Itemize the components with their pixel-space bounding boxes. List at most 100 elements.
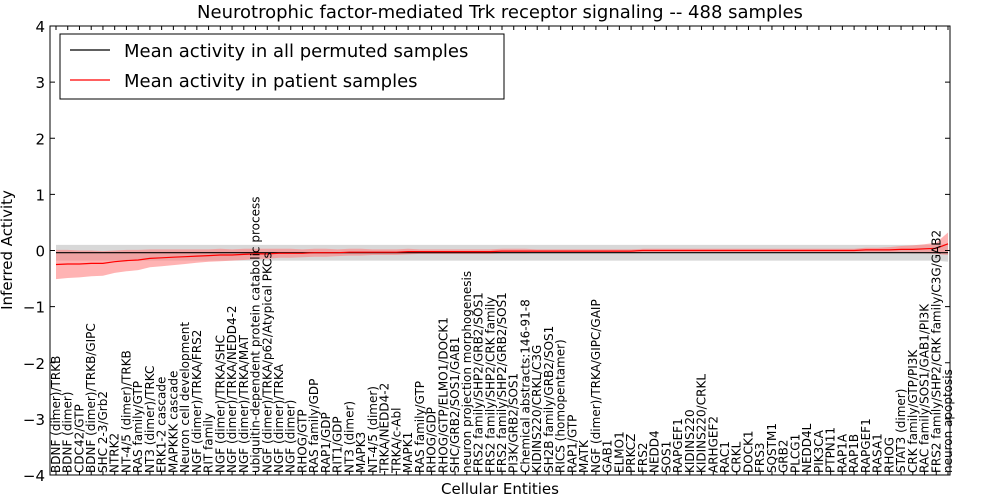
y-tick-label: 4 (35, 18, 45, 36)
x-tick-label: FRS3 (753, 443, 767, 474)
y-tick-label: −2 (23, 355, 45, 373)
chart-title: Neurotrophic factor-mediated Trk recepto… (197, 2, 803, 23)
x-tick-label: SQSTM1 (765, 423, 779, 473)
x-tick-label: RAP1B (847, 434, 861, 473)
x-tick-label: GAB1 (601, 440, 615, 473)
y-tick-label: 3 (35, 74, 45, 92)
x-tick-label: RAC family/SOS1/GAB1/PI3K (918, 303, 932, 473)
x-tick-label: RAP1A (835, 433, 849, 473)
legend-box (59, 33, 505, 100)
x-tick-label: CDC42/GTP (73, 404, 87, 473)
x-axis-label: Cellular Entities (441, 480, 559, 498)
x-tick-label: RHOG/GTP (296, 409, 310, 473)
x-tick-label: neuron apoptosis (941, 369, 955, 473)
x-tick-label: NT-4/5 (dimer) (366, 386, 380, 473)
x-tick-label: MAPKKK cascade (166, 371, 180, 473)
x-tick-label: NGF (dimer)/TRKA/p62/Atypical PKCs (260, 252, 274, 473)
x-tick-label: NTRK2 (108, 433, 122, 473)
y-tick-label: −3 (23, 411, 45, 429)
x-tick-label: NT-4/5 (dimer)/TRKB (119, 350, 133, 473)
x-tick-label: DOCK1 (742, 430, 756, 473)
x-tick-label: FRS2 family/SHP2/GRB2/SOS1 (495, 292, 509, 473)
x-tick-label: RAS family/GTP (413, 381, 427, 473)
x-tick-label: NGF (dimer)/TRKA/SHC (213, 335, 227, 473)
x-tick-label: CRK family/GTP/PI3K (906, 349, 920, 473)
x-tick-label: FRS2 family/SHP2/GRB2/SOS1 (472, 292, 486, 473)
x-tick-label: MAPK3 (354, 432, 368, 473)
y-axis-label: Inferred Activity (0, 190, 16, 310)
x-tick-label: NEDD4 (648, 430, 662, 473)
x-tick-label: KIDINS220 (683, 409, 697, 473)
x-tick-label: NGF (dimer)/TRKA/GIPC/GAIP (589, 299, 603, 473)
x-tick-label: RAPGEF1 (859, 418, 873, 473)
x-tick-label: SHC/GRB2/SOS1/GAB1 (448, 337, 462, 473)
x-tick-label: FRS2 (636, 443, 650, 474)
x-tick-label: KIDINS220/CRKL (695, 374, 709, 473)
y-tick-label: 2 (35, 130, 45, 148)
x-tick-label: BDNF (dimer)/TRKB (49, 356, 63, 473)
x-tick-label: PLCG1 (788, 434, 802, 473)
x-tick-label: RHOG (882, 437, 896, 473)
x-tick-label: NGF (dimer)/TRKA (272, 363, 286, 473)
x-tick-label: PTPN11 (824, 427, 838, 473)
x-tick-label: TRKA/c-Abl (389, 408, 403, 474)
x-tick-label: RIT1/GDP (331, 416, 345, 473)
x-tick-label: FRS2 family/SHP2/CRK family/C3G/GAB2 (929, 230, 943, 473)
x-tick-label: SOS1 (659, 441, 673, 473)
x-tick-label: SH2B family/GRB2/SOS1 (542, 326, 556, 473)
y-tick-label: −1 (23, 299, 45, 317)
x-tick-label: NGF (dimer) (284, 400, 298, 473)
x-tick-label: NGF (dimer)/TRKA/MAT (237, 334, 251, 473)
y-axis: −4 −3 −2 −1 0 1 2 3 4 (23, 18, 950, 485)
x-tick-label: MATK (577, 439, 591, 473)
legend: Mean activity in all permuted samples Me… (59, 33, 505, 100)
x-tick-label: CRKL (730, 441, 744, 473)
x-tick-label: RICS (homopentamer) (554, 339, 568, 473)
x-tick-label: NT3 (dimer)/TRKC (143, 366, 157, 473)
x-tick-label: RHOG/GTP/ELMO1/DOCK1 (436, 317, 450, 473)
x-tick-label: RAP1/GTP (565, 415, 579, 473)
x-tick-label: BDNF (dimer) (61, 392, 75, 474)
x-tick-label: ARHGEF2 (706, 416, 720, 473)
x-tick-label: RASA1 (871, 433, 885, 473)
x-tick-label: PIK3CA (812, 429, 826, 473)
plot-frame (49, 25, 951, 476)
y-tick-label: 1 (35, 186, 45, 204)
x-tick-label: STAT3 (dimer) (894, 389, 908, 473)
x-tick-label: TRKA/NEDD4-2 (378, 383, 392, 474)
x-tick-label: Neuron cell development (178, 322, 192, 473)
x-tick-label: Chemical abstracts:146-91-8 (519, 299, 533, 473)
legend-patient-label: Mean activity in patient samples (124, 71, 418, 92)
bands (56, 232, 948, 280)
x-tick-label: BDNF (dimer)/TRKB/GIPC (84, 323, 98, 473)
x-tick-label: RIT family (202, 413, 216, 473)
x-tick-label: GRB2 (777, 439, 791, 473)
x-tick-label: RAS family/GTP (131, 381, 145, 473)
patient-mean-line (55, 243, 949, 266)
x-tick-label: ubiquitin-dependent protein catabolic pr… (249, 197, 263, 473)
x-tick-label: neuron projection morphogenesis (460, 271, 474, 473)
x-tick-label: FRS2 family/SHP2/CRK family (483, 297, 497, 473)
x-tick-label: PI3K/GRB2/SOS1 (507, 373, 521, 473)
x-tick-label: PRKCZ (624, 434, 638, 473)
x-tick-label: RHOG/GDP (425, 407, 439, 473)
x-tick-label: MAPK1 (401, 432, 415, 473)
y-tick-label: −4 (23, 467, 45, 485)
x-tick-label: NGF (dimer)/TRKA/NEDD4-2 (225, 305, 239, 473)
x-axis (55, 26, 949, 475)
x-tick-label: KIDINS220/CRKL/C3G (530, 345, 544, 473)
x-tick-label: RAPGEF1 (671, 418, 685, 473)
lines (55, 243, 949, 266)
x-tick-label: ERK1-2 cascade (155, 377, 169, 473)
x-tick-label: NEDD4L (800, 423, 814, 473)
x-tick-label: RAC1 (718, 441, 732, 473)
x-tick-label: ELMO1 (612, 431, 626, 473)
x-tick-label: RAP1/GDP (319, 412, 333, 473)
x-tick-label: RAS family/GDP (307, 379, 321, 473)
legend-permuted-label: Mean activity in all permuted samples (124, 41, 468, 62)
x-tick-label: SHC 2-3/Grb2 (96, 391, 110, 473)
x-tick-label: NT3 (dimer) (342, 401, 356, 473)
y-tick-label: 0 (35, 243, 45, 261)
